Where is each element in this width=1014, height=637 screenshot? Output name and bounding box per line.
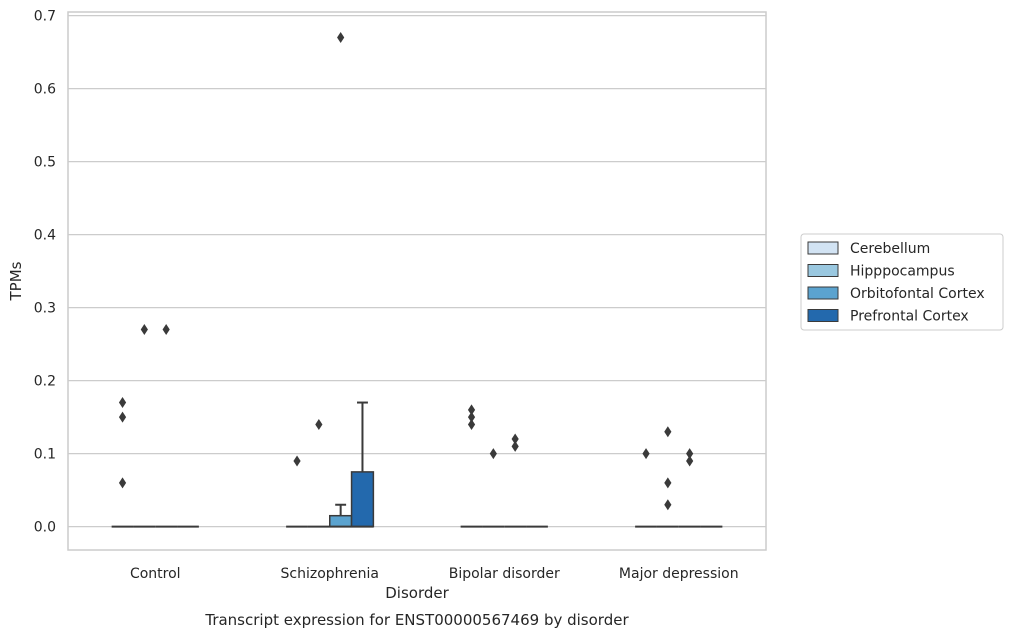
outlier-point [686,448,694,460]
outlier-point [664,426,672,438]
y-tick-label: 0.7 [34,9,56,25]
outlier-point [162,324,170,336]
y-axis-label: TPMs [7,261,25,301]
y-tick-label: 0.2 [34,374,56,390]
box-group [482,448,505,528]
box-group [111,397,134,528]
legend-box [800,233,1004,331]
box-group [350,401,375,528]
outlier-point [140,324,148,336]
x-axis-label: Disorder [385,584,449,602]
box-group [133,324,156,528]
box-group [504,433,527,528]
outlier-point [686,455,694,467]
outlier-point [664,499,672,511]
box-group [635,448,657,528]
outlier-point [664,477,672,489]
y-tick-label: 0.0 [34,520,56,536]
box-plot-area [111,32,723,528]
y-tick-label: 0.6 [34,82,56,98]
outlier-point [467,411,476,423]
outlier-point [467,404,476,416]
outlier-point [511,433,519,445]
x-tick-label: Schizophrenia [281,566,379,582]
x-tick-label: Bipolar disorder [449,566,560,582]
legend-swatch [807,241,839,255]
legend-swatch [807,286,839,300]
legend-label: Hipppocampus [850,264,955,280]
outlier-point [118,411,127,423]
box [329,514,353,528]
legend-label: Prefrontal Cortex [850,309,969,325]
outlier-point [293,455,301,467]
legend-label: Cerebellum [850,241,930,257]
box-group [460,404,483,528]
box-group [155,324,178,528]
box-group [286,455,308,528]
box-group [329,32,353,528]
outlier-point [489,448,497,460]
outlier-point [315,418,323,430]
y-tick-label: 0.4 [34,228,56,244]
outlier-point [118,477,127,489]
y-tick-label: 0.1 [34,447,56,463]
legend: Cerebellum Hipppocampus Orbitofontal Corte… [800,233,1004,331]
y-tick-label: 0.5 [34,155,56,171]
outlier-point [467,418,476,430]
outlier-point [118,397,127,409]
box-group [656,426,679,528]
legend-label: Orbitofontal Cortex [850,286,985,302]
x-tick-label: Control [130,566,181,582]
legend-swatch [807,309,839,322]
y-tick-label: 0.3 [34,301,56,317]
outlier-point [337,32,345,44]
grid-lines [68,15,766,528]
box-group [678,448,701,528]
outlier-point [511,440,519,452]
chart-caption: Transcript expression for ENST0000056746… [204,611,629,629]
legend-swatch [807,264,839,277]
y-axis-ticks: 0.0 0.1 0.2 0.3 0.4 0.5 0.6 0.7 [34,9,56,536]
x-axis-ticks: Control Schizophrenia Bipolar disorder Majo… [130,566,739,582]
box-group [307,418,330,528]
plot-frame [67,11,767,551]
x-tick-label: Major depression [619,566,739,582]
outlier-point [642,448,650,460]
box [350,471,375,528]
